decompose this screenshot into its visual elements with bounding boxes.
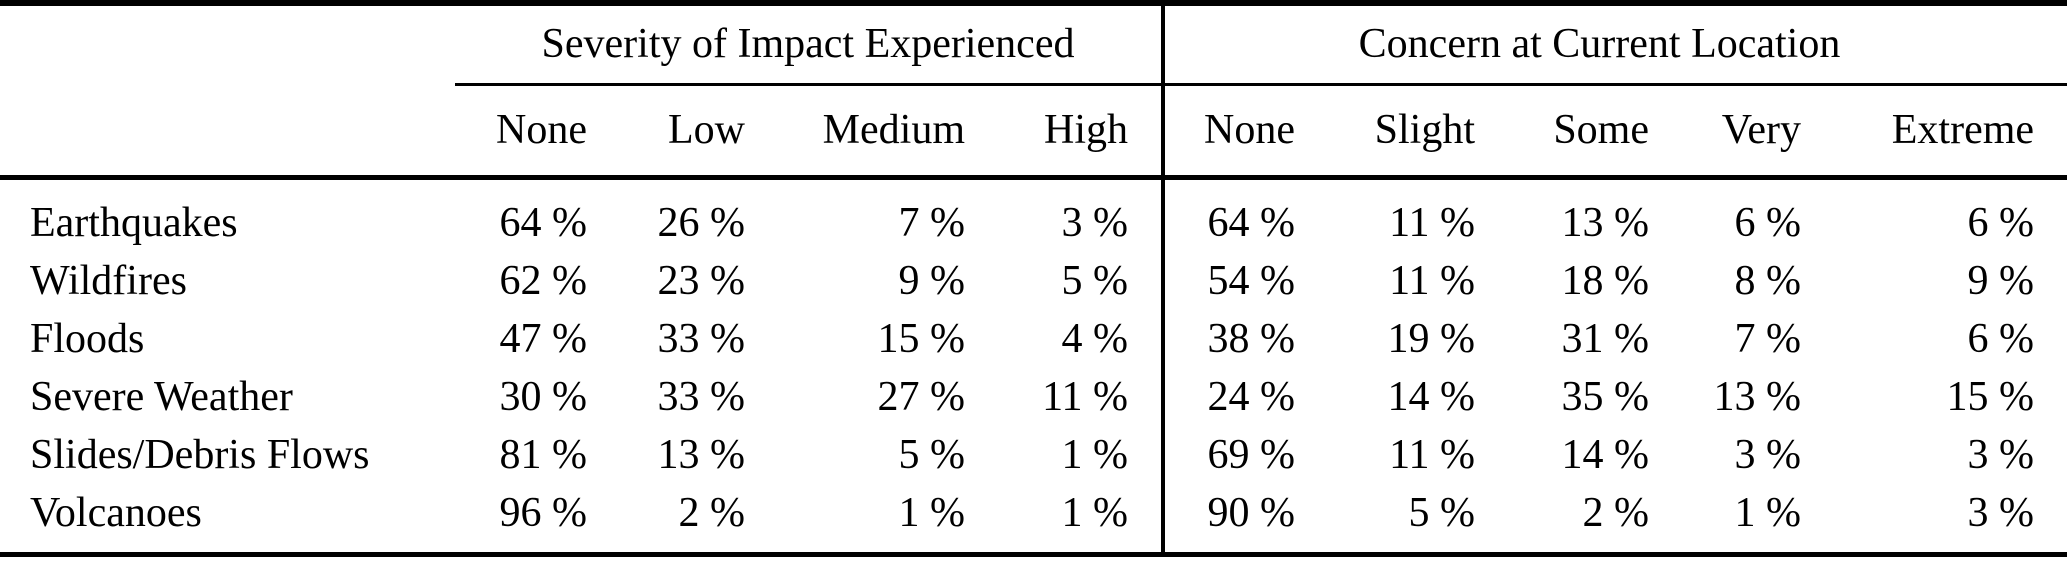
table-row-wildfires: Wildfires 62 % 23 % 9 % 5 % 54 % 11 % 18… xyxy=(0,252,2067,310)
table-row-earthquakes: Earthquakes 64 % 26 % 7 % 3 % 64 % 11 % … xyxy=(0,177,2067,252)
value-cell: 13 % xyxy=(1713,373,1802,420)
value-cell: 15 % xyxy=(877,315,966,362)
value-cell: 3 % xyxy=(1967,489,2035,536)
value-cell: 31 % xyxy=(1561,315,1650,362)
value-cell: 27 % xyxy=(877,373,966,420)
column-header-severity-high: High xyxy=(968,84,1165,180)
value-cell: 4 % xyxy=(968,310,1165,368)
value-cell: 13 % xyxy=(1561,199,1650,246)
value-cell: 14 % xyxy=(1387,373,1476,420)
corner-cell-2 xyxy=(0,84,455,180)
value-cell: 6 % xyxy=(1734,199,1802,246)
value-cell: 64 % xyxy=(499,199,588,246)
column-header-severity-none: None xyxy=(455,84,590,180)
column-header-concern-extreme: Extreme xyxy=(1804,84,2067,180)
value-cell: 8 % xyxy=(1734,257,1802,304)
value-cell: 1 % xyxy=(1734,489,1802,536)
table-row-severe-weather: Severe Weather 30 % 33 % 27 % 11 % 24 % … xyxy=(0,368,2067,426)
value-cell: 35 % xyxy=(1561,373,1650,420)
value-cell: 1 % xyxy=(968,426,1165,484)
value-cell: 6 % xyxy=(1967,315,2035,362)
table-row-slides-debris-flows: Slides/Debris Flows 81 % 13 % 5 % 1 % 69… xyxy=(0,426,2067,484)
value-cell: 7 % xyxy=(1734,315,1802,362)
value-cell: 90 % xyxy=(1207,489,1296,536)
value-cell: 5 % xyxy=(1408,489,1476,536)
table-row-floods: Floods 47 % 33 % 15 % 4 % 38 % 19 % 31 %… xyxy=(0,310,2067,368)
group-header-concern: Concern at Current Location xyxy=(1163,3,2067,86)
row-label: Earthquakes xyxy=(30,199,238,246)
row-label: Floods xyxy=(30,315,145,362)
column-header-concern-slight: Slight xyxy=(1298,84,1478,180)
column-header-row: None Low Medium High None Slight Some Ve… xyxy=(0,84,2067,180)
value-cell: 24 % xyxy=(1207,373,1296,420)
column-header-concern-some: Some xyxy=(1478,84,1652,180)
value-cell: 9 % xyxy=(898,257,966,304)
value-cell: 6 % xyxy=(1967,199,2035,246)
value-cell: 33 % xyxy=(657,315,746,362)
value-cell: 15 % xyxy=(1946,373,2035,420)
table-row-volcanoes: Volcanoes 96 % 2 % 1 % 1 % 90 % 5 % 2 % … xyxy=(0,484,2067,555)
value-cell: 11 % xyxy=(1389,199,1475,246)
value-cell: 38 % xyxy=(1207,315,1296,362)
value-cell: 3 % xyxy=(1734,431,1802,478)
value-cell: 2 % xyxy=(1582,489,1650,536)
value-cell: 81 % xyxy=(499,431,588,478)
value-cell: 1 % xyxy=(968,484,1165,555)
value-cell: 69 % xyxy=(1207,431,1296,478)
column-header-concern-none: None xyxy=(1163,84,1298,180)
value-cell: 3 % xyxy=(968,177,1165,252)
value-cell: 3 % xyxy=(1967,431,2035,478)
group-header-row: Severity of Impact Experienced Concern a… xyxy=(0,3,2067,86)
column-header-severity-low: Low xyxy=(590,84,748,180)
value-cell: 11 % xyxy=(968,368,1165,426)
group-header-severity: Severity of Impact Experienced xyxy=(455,3,1165,86)
row-label: Severe Weather xyxy=(30,373,293,420)
value-cell: 13 % xyxy=(657,431,746,478)
value-cell: 7 % xyxy=(898,199,966,246)
value-cell: 5 % xyxy=(968,252,1165,310)
column-header-severity-medium: Medium xyxy=(748,84,968,180)
value-cell: 14 % xyxy=(1561,431,1650,478)
value-cell: 9 % xyxy=(1967,257,2035,304)
value-cell: 26 % xyxy=(657,199,746,246)
value-cell: 5 % xyxy=(898,431,966,478)
value-cell: 96 % xyxy=(499,489,588,536)
value-cell: 19 % xyxy=(1387,315,1476,362)
value-cell: 11 % xyxy=(1389,257,1475,304)
value-cell: 64 % xyxy=(1207,199,1296,246)
value-cell: 30 % xyxy=(499,373,588,420)
row-label: Wildfires xyxy=(30,257,187,304)
value-cell: 33 % xyxy=(657,373,746,420)
corner-cell xyxy=(0,3,455,85)
value-cell: 1 % xyxy=(898,489,966,536)
value-cell: 11 % xyxy=(1389,431,1475,478)
value-cell: 23 % xyxy=(657,257,746,304)
column-header-concern-very: Very xyxy=(1652,84,1804,180)
value-cell: 54 % xyxy=(1207,257,1296,304)
row-label: Slides/Debris Flows xyxy=(30,431,370,478)
row-label: Volcanoes xyxy=(30,489,202,536)
value-cell: 47 % xyxy=(499,315,588,362)
value-cell: 62 % xyxy=(499,257,588,304)
value-cell: 2 % xyxy=(678,489,746,536)
value-cell: 18 % xyxy=(1561,257,1650,304)
